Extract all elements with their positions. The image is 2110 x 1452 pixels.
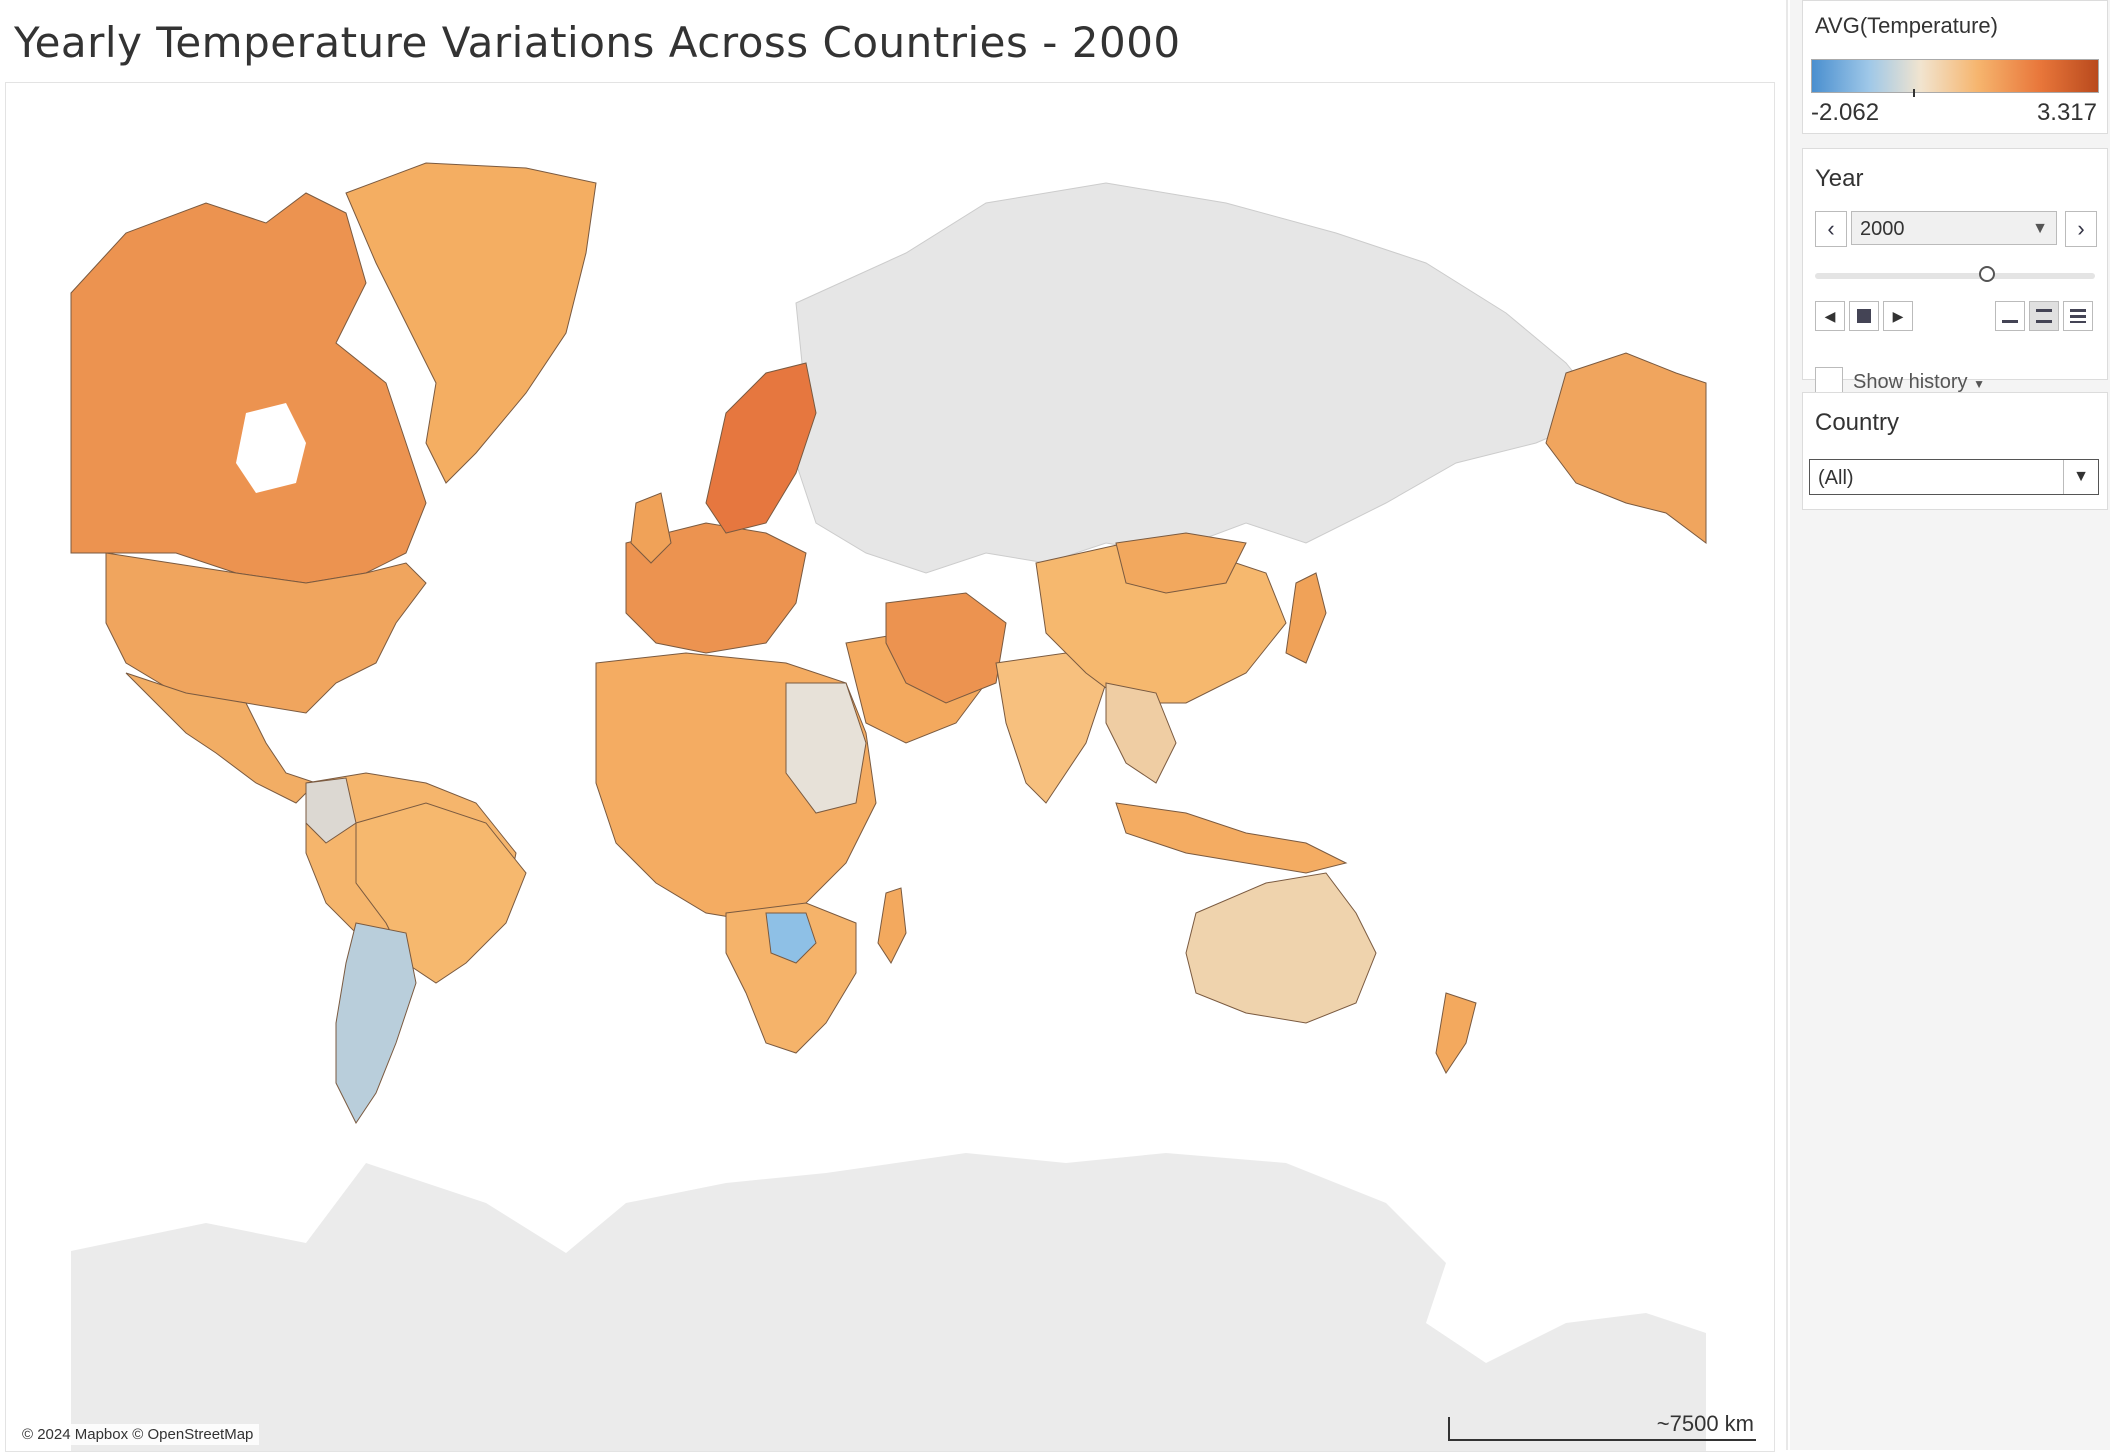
- map-canvas[interactable]: [6, 83, 1774, 1451]
- chevron-down-icon: ▼: [2063, 460, 2098, 494]
- usa: [105, 552, 427, 714]
- year-slider-track[interactable]: [1815, 273, 2095, 279]
- play-back-icon: ◀: [1824, 307, 1836, 324]
- new-zealand: [1435, 992, 1477, 1074]
- show-history-label[interactable]: Show history ▼: [1853, 371, 1985, 393]
- scale-label: ~7500 km: [1656, 1411, 1754, 1436]
- page-title: Yearly Temperature Variations Across Cou…: [14, 18, 1181, 67]
- next-year-button[interactable]: ›: [2065, 211, 2097, 247]
- year-slider-thumb[interactable]: [1979, 266, 1995, 282]
- greenland: [345, 162, 597, 484]
- argentina: [335, 922, 417, 1124]
- country-filter: Country (All) ▼: [1802, 392, 2108, 510]
- russia: [795, 182, 1607, 574]
- legend-max: 3.317: [2036, 99, 2097, 126]
- speed-medium-button[interactable]: [2029, 301, 2059, 331]
- southeast-asia: [1105, 682, 1177, 784]
- country-value: (All): [1818, 467, 1854, 489]
- botswana: [765, 912, 817, 964]
- colombia: [305, 777, 357, 844]
- chevron-left-icon: ‹: [1827, 216, 1835, 241]
- legend-zero-tick: [1913, 89, 1915, 97]
- world-map[interactable]: © 2024 Mapbox © OpenStreetMap ~7500 km: [5, 82, 1775, 1452]
- madagascar: [877, 887, 907, 965]
- country-dropdown[interactable]: (All) ▼: [1809, 459, 2099, 495]
- africa-south: [725, 902, 857, 1054]
- country-filter-title: Country: [1815, 409, 1900, 436]
- map-attribution[interactable]: © 2024 Mapbox © OpenStreetMap: [16, 1424, 260, 1445]
- year-filter-title: Year: [1815, 165, 1864, 192]
- alaska: [1545, 352, 1707, 544]
- egypt-sudan: [785, 682, 867, 814]
- stop-icon: [1857, 309, 1871, 323]
- japan: [1285, 572, 1327, 664]
- legend-min: -2.062: [1811, 99, 1880, 126]
- play-forward-button[interactable]: ▶: [1883, 301, 1913, 331]
- play-forward-icon: ▶: [1892, 307, 1904, 324]
- prev-year-button[interactable]: ‹: [1815, 211, 1847, 247]
- speed-fast-icon: [2070, 309, 2086, 323]
- scale-bar: [1448, 1417, 1756, 1441]
- indonesia: [1115, 802, 1348, 874]
- chevron-down-icon: ▼: [2032, 220, 2048, 237]
- play-back-button[interactable]: ◀: [1815, 301, 1845, 331]
- legend-gradient: [1811, 59, 2099, 93]
- scandinavia: [705, 362, 817, 534]
- speed-fast-button[interactable]: [2063, 301, 2093, 331]
- caret-down-icon: ▼: [1973, 377, 1985, 391]
- legend-title: AVG(Temperature): [1815, 13, 1998, 38]
- uk: [630, 492, 672, 564]
- speed-medium-icon: [2036, 309, 2052, 323]
- australia: [1185, 872, 1377, 1024]
- iran: [885, 592, 1007, 704]
- chevron-right-icon: ›: [2077, 216, 2085, 241]
- canada: [70, 192, 427, 584]
- year-select[interactable]: 2000 ▼: [1851, 211, 2057, 245]
- year-value: 2000: [1860, 218, 1905, 240]
- speed-slow-icon: [2002, 319, 2018, 323]
- color-legend: AVG(Temperature) -2.062 3.317: [1802, 0, 2108, 134]
- year-filter: Year ‹ 2000 ▼ › ◀ ▶ Show history ▼: [1802, 148, 2108, 395]
- sidebar-divider: [1786, 0, 1788, 1450]
- mongolia: [1115, 532, 1247, 594]
- show-history-checkbox[interactable]: [1815, 367, 1843, 395]
- stop-button[interactable]: [1849, 301, 1879, 331]
- antarctica: [71, 1153, 1706, 1451]
- speed-slow-button[interactable]: [1995, 301, 2025, 331]
